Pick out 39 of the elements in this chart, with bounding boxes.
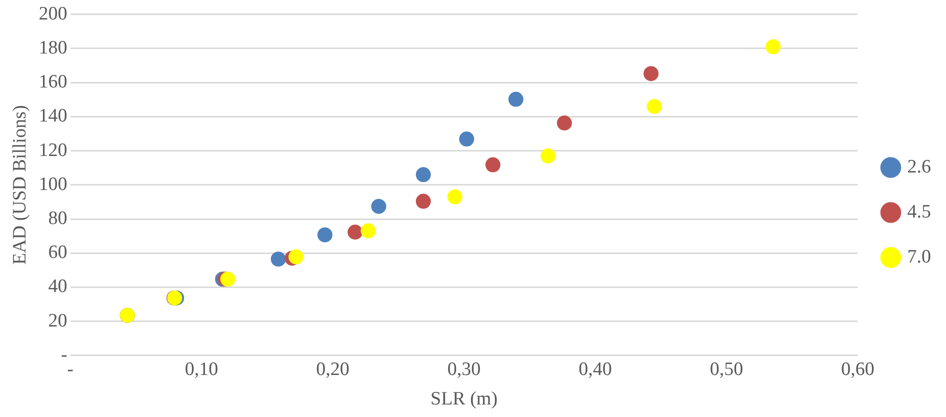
y-axis-title: EAD (USD Billions) — [9, 105, 30, 265]
point — [766, 39, 781, 54]
y-tick-label: 140 — [38, 106, 68, 127]
x-tick-label: 0,40 — [578, 358, 612, 380]
x-tick-label: 0,60 — [841, 358, 874, 380]
y-tick-label: 80 — [48, 208, 68, 229]
legend-label: 7.0 — [907, 246, 931, 268]
x-tick-label: 0,20 — [316, 358, 350, 380]
point — [288, 249, 304, 264]
y-tick-label: 180 — [38, 37, 68, 58]
y-tick-label: - — [60, 344, 68, 366]
point — [508, 92, 524, 107]
point — [360, 223, 376, 238]
point — [459, 132, 474, 147]
y-tick-label: 200 — [38, 3, 68, 24]
y-tick-label: 160 — [38, 72, 68, 93]
point — [416, 167, 431, 182]
x-axis-title: SLR (m) — [430, 388, 498, 410]
y-tick-label: 100 — [38, 174, 68, 195]
point — [447, 189, 462, 204]
point — [270, 252, 286, 267]
x-tick-label: 0,30 — [447, 358, 481, 380]
legend-label: 2.6 — [907, 156, 931, 178]
y-tick-label: 40 — [48, 276, 68, 298]
point — [371, 198, 386, 214]
point — [416, 194, 431, 209]
point — [485, 157, 500, 172]
x-tick-label: 0,10 — [184, 358, 218, 380]
point — [317, 227, 332, 242]
point — [644, 66, 659, 82]
y-tick-label: 60 — [48, 242, 68, 264]
y-tick-label: 120 — [38, 140, 68, 161]
point — [540, 148, 556, 164]
point — [646, 98, 662, 114]
legend-label: 4.5 — [907, 201, 931, 222]
x-tick-label: 0,50 — [710, 358, 744, 380]
y-tick-label: 20 — [48, 310, 68, 332]
point — [556, 116, 572, 131]
point — [348, 224, 363, 240]
